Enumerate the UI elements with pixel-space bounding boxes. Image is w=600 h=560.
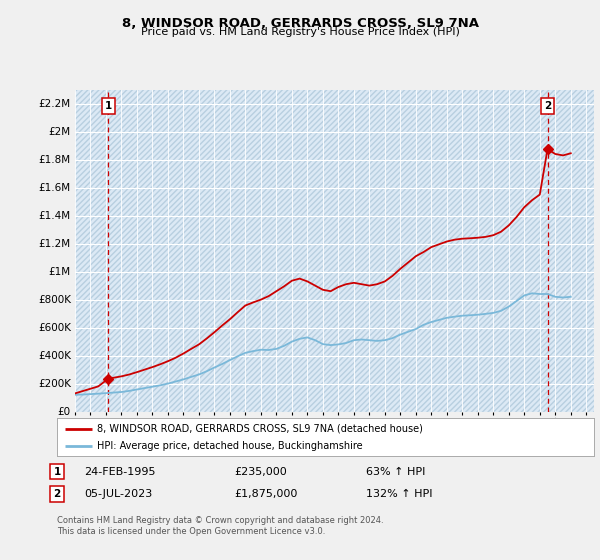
Text: £2M: £2M <box>49 127 71 137</box>
Text: £1.4M: £1.4M <box>39 211 71 221</box>
Text: Contains HM Land Registry data © Crown copyright and database right 2024.
This d: Contains HM Land Registry data © Crown c… <box>57 516 383 536</box>
Text: 63% ↑ HPI: 63% ↑ HPI <box>366 466 425 477</box>
Text: 24-FEB-1995: 24-FEB-1995 <box>84 466 155 477</box>
Text: £1.6M: £1.6M <box>39 183 71 193</box>
Text: £1.2M: £1.2M <box>39 239 71 249</box>
Text: 05-JUL-2023: 05-JUL-2023 <box>84 489 152 499</box>
Text: 8, WINDSOR ROAD, GERRARDS CROSS, SL9 7NA (detached house): 8, WINDSOR ROAD, GERRARDS CROSS, SL9 7NA… <box>97 423 423 433</box>
Text: Price paid vs. HM Land Registry's House Price Index (HPI): Price paid vs. HM Land Registry's House … <box>140 27 460 37</box>
Text: 8, WINDSOR ROAD, GERRARDS CROSS, SL9 7NA: 8, WINDSOR ROAD, GERRARDS CROSS, SL9 7NA <box>121 17 479 30</box>
Text: £1M: £1M <box>49 267 71 277</box>
Text: £0: £0 <box>58 407 71 417</box>
Text: £200K: £200K <box>38 379 71 389</box>
Text: 1: 1 <box>104 101 112 111</box>
Text: HPI: Average price, detached house, Buckinghamshire: HPI: Average price, detached house, Buck… <box>97 441 363 451</box>
Text: £1,875,000: £1,875,000 <box>234 489 298 499</box>
Text: 132% ↑ HPI: 132% ↑ HPI <box>366 489 433 499</box>
Text: £800K: £800K <box>38 295 71 305</box>
Text: £2.2M: £2.2M <box>39 99 71 109</box>
Text: £400K: £400K <box>38 351 71 361</box>
Text: 2: 2 <box>544 101 551 111</box>
Text: 2: 2 <box>53 489 61 499</box>
Text: £235,000: £235,000 <box>234 466 287 477</box>
Text: 1: 1 <box>53 466 61 477</box>
Text: £600K: £600K <box>38 323 71 333</box>
Text: £1.8M: £1.8M <box>39 155 71 165</box>
